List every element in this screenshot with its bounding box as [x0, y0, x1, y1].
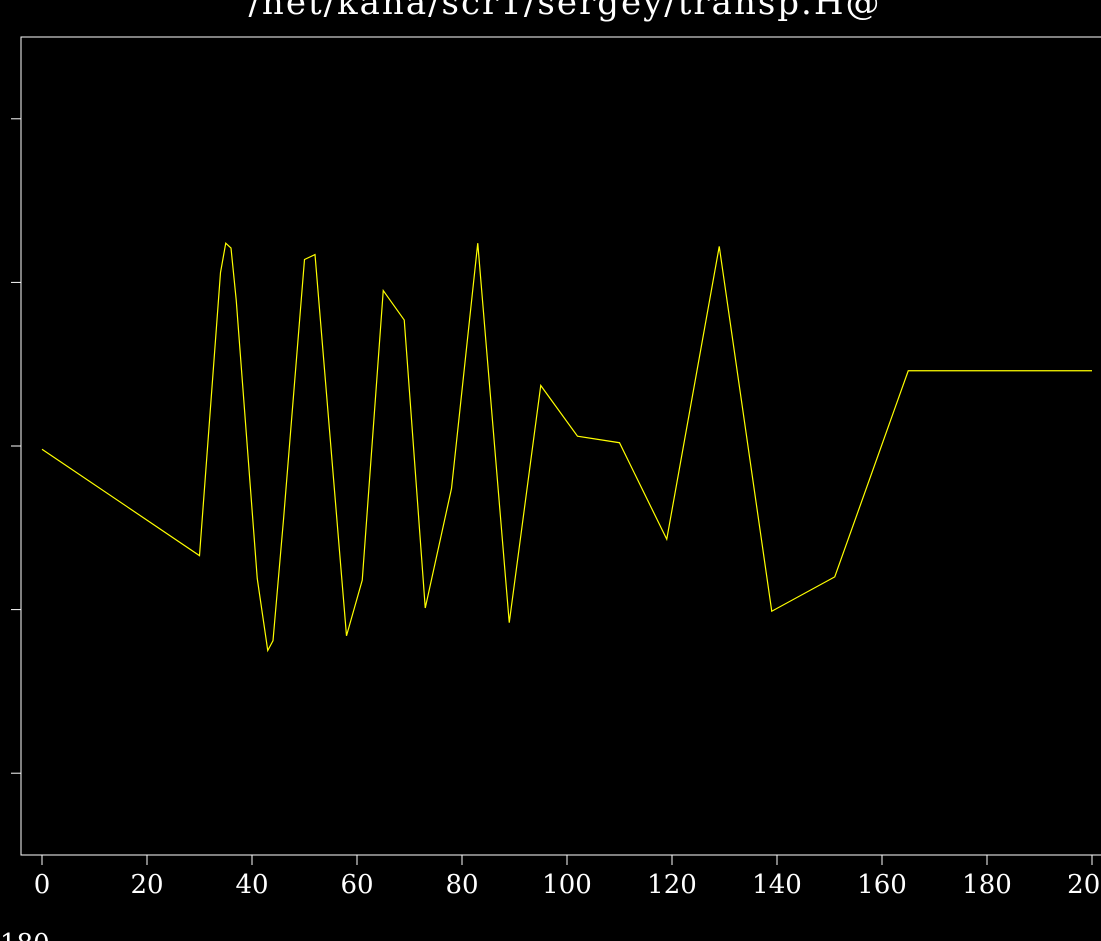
x-tick-label: 180 [962, 870, 1012, 900]
data-line [41, 241, 1092, 653]
x-tick-label: 40 [235, 870, 268, 900]
x-tick-label: 80 [445, 870, 478, 900]
x-tick-label: 160 [857, 870, 907, 900]
x-tick-label: 60 [340, 870, 373, 900]
x-tick-label: 20 [130, 870, 163, 900]
chart-title: /net/kana/scr1/sergey/transp.H@ [248, 0, 881, 23]
x-tick-label: 120 [647, 870, 697, 900]
axis-label: 180 [0, 929, 50, 941]
x-tick-label: 0 [34, 870, 51, 900]
x-tick-label: 200 [1067, 870, 1101, 900]
x-tick-label: 100 [542, 870, 592, 900]
x-tick-label: 140 [752, 870, 802, 900]
